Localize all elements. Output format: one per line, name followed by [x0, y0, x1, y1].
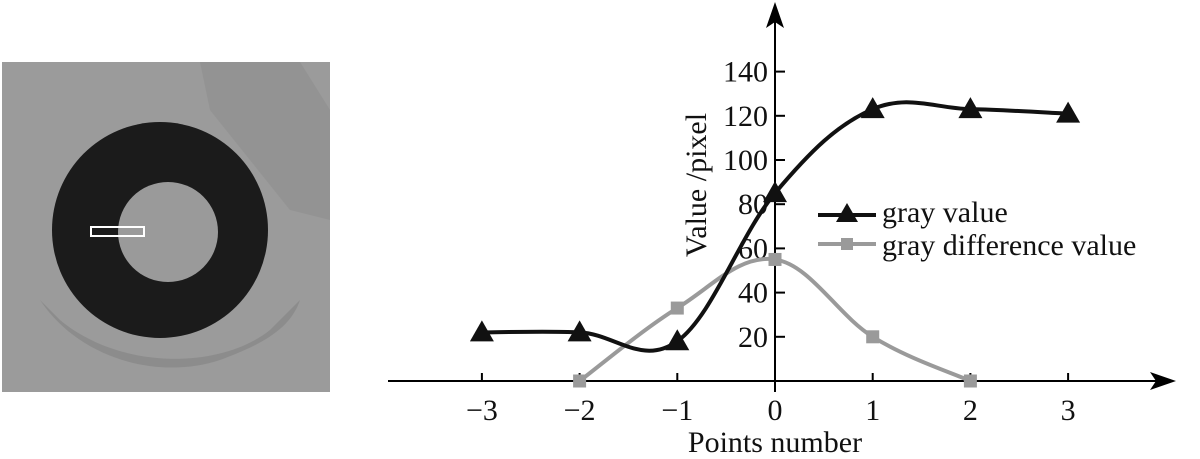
- point-gray-difference: [768, 252, 782, 266]
- y-tick-label: 20: [738, 321, 768, 354]
- point-gray-value: [665, 329, 690, 351]
- legend-item-gray-difference: gray difference value: [818, 229, 1136, 262]
- x-tick-label: −3: [466, 394, 498, 427]
- legend: gray value gray difference value: [818, 196, 1136, 262]
- x-tick-label: 2: [963, 394, 978, 427]
- photo-ring-hole: [118, 182, 218, 282]
- legend-label-gray-value: gray value: [882, 196, 1008, 229]
- y-tick-label: 40: [738, 277, 768, 310]
- ring-marker-photo: [2, 62, 330, 392]
- x-tick-label: −2: [564, 394, 596, 427]
- legend-triangle-icon: [836, 203, 858, 222]
- point-gray-difference: [866, 330, 880, 344]
- series-layer: [469, 97, 1081, 388]
- point-gray-value: [469, 320, 494, 342]
- point-gray-value: [763, 181, 787, 203]
- roi-box: [90, 226, 145, 237]
- x-tick-label: 1: [865, 394, 880, 427]
- point-gray-value: [567, 320, 592, 342]
- x-tick-label: 3: [1061, 394, 1076, 427]
- y-axis-label: Value /pixel: [680, 113, 713, 257]
- legend-item-gray-value: gray value: [818, 196, 1008, 229]
- photo-shadow: [200, 62, 330, 220]
- y-axis-arrow: [766, 2, 784, 28]
- legend-label-gray-difference: gray difference value: [882, 229, 1136, 262]
- point-gray-difference: [670, 301, 684, 315]
- point-gray-value: [958, 97, 983, 119]
- photo-shadow-lower: [40, 300, 300, 368]
- x-tick-label: 0: [768, 394, 783, 427]
- x-axis-label: Points number: [688, 426, 862, 459]
- y-tick-label: 120: [723, 100, 768, 133]
- y-tick-label: 80: [738, 188, 768, 221]
- point-gray-difference: [573, 374, 587, 388]
- point-gray-value: [1056, 101, 1081, 123]
- x-ticks: −3 −2 −1 0 1 2 3: [466, 373, 1076, 427]
- point-gray-difference: [963, 374, 977, 388]
- legend-square-icon: [841, 238, 853, 250]
- point-gray-value: [860, 97, 885, 119]
- y-tick-label: 100: [723, 144, 768, 177]
- x-axis-arrow: [1150, 372, 1176, 390]
- y-tick-label: 140: [723, 56, 768, 89]
- x-tick-label: −1: [661, 394, 693, 427]
